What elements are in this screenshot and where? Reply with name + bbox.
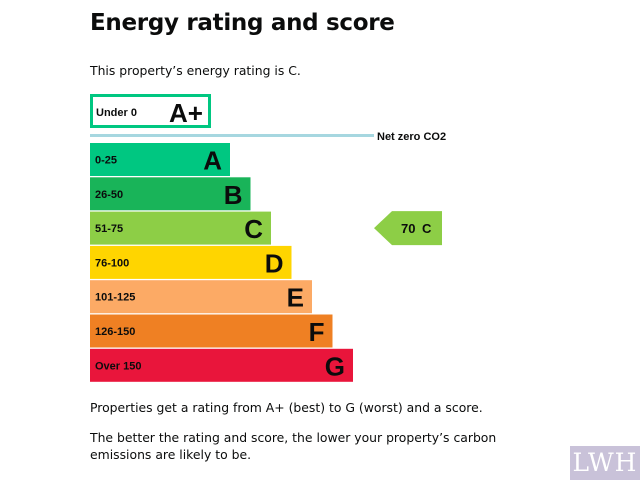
band-e: 101-125 E (90, 280, 312, 314)
band-a: 0-25 A (90, 143, 230, 176)
band-a-plus-letter: A+ (169, 98, 203, 128)
band-b: 26-50 B (90, 177, 251, 211)
band-d-bar (90, 245, 292, 279)
band-c: 51-75 C (90, 211, 271, 245)
current-rating-arrow (374, 211, 442, 246)
current-rating-letter: C (422, 221, 432, 236)
band-f: 126-150 F (90, 314, 333, 348)
band-f-range: 126-150 (95, 326, 135, 338)
band-d-letter: D (265, 248, 284, 278)
band-e-bar (90, 280, 312, 314)
band-g-bar (90, 348, 353, 382)
band-a-plus: Under 0 A+ (90, 94, 211, 128)
emissions-explanation: The better the rating and score, the low… (90, 430, 497, 462)
band-c-range: 51-75 (95, 223, 123, 235)
band-f-letter: F (309, 317, 325, 347)
band-e-range: 101-125 (95, 292, 135, 304)
band-a-plus-range: Under 0 (96, 107, 137, 119)
band-a-bar (90, 143, 230, 176)
band-d: 76-100 D (90, 245, 292, 279)
watermark-logo: LWH (570, 446, 640, 480)
band-b-range: 26-50 (95, 189, 123, 201)
band-b-bar (90, 177, 251, 211)
band-a-range: 0-25 (95, 155, 117, 167)
band-c-letter: C (244, 214, 263, 244)
band-e-letter: E (287, 283, 304, 313)
band-a-plus-box (90, 94, 211, 128)
rating-bands: Under 0 A+0-25 A26-50 B51-75 C76-100 D101-125… (90, 94, 353, 382)
current-score: 70 (401, 221, 415, 236)
rating-explanation: Properties get a rating from A+ (best) t… (90, 400, 483, 415)
band-g: Over 150 G (90, 348, 353, 382)
band-b-letter: B (224, 180, 243, 210)
net-zero-label: Net zero CO2 (377, 131, 446, 143)
band-g-range: Over 150 (95, 360, 141, 372)
current-rating-marker: 70 C (374, 211, 442, 246)
band-a-letter: A (203, 146, 222, 176)
intro-text: This property’s energy rating is C. (90, 63, 301, 78)
band-g-letter: G (325, 351, 345, 381)
band-c-bar (90, 211, 271, 245)
band-d-range: 76-100 (95, 257, 129, 269)
page-title: Energy rating and score (90, 10, 395, 36)
band-f-bar (90, 314, 333, 348)
